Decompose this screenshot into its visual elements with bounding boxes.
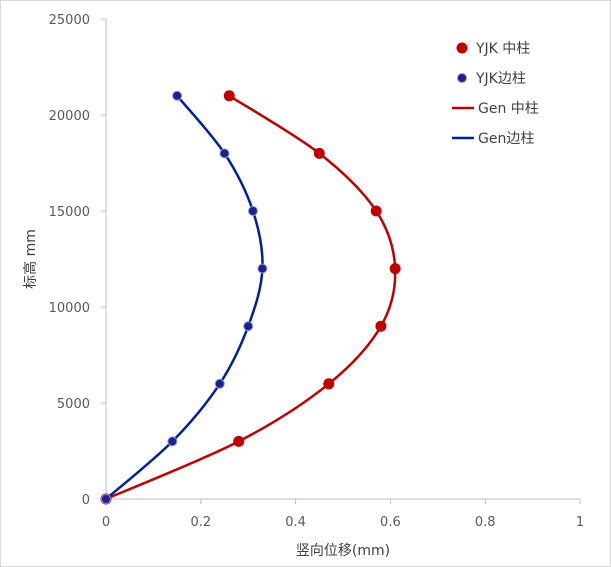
data-point [172,90,183,101]
data-point [243,321,254,332]
x-tick-label: 0.8 [475,515,496,530]
series-markers [100,90,401,505]
y-tick-label: 5000 [57,397,90,412]
data-point [257,263,268,274]
data-point [101,494,111,504]
x-axis-title: 竖向位移(mm) [296,543,390,559]
y-tick-label: 25000 [49,13,90,28]
legend-label-2: Gen 中柱 [478,101,539,117]
data-point [223,90,235,102]
data-point [233,435,245,447]
y-tick-label: 0 [82,493,90,508]
legend: YJK 中柱 YJK边柱 Gen 中柱 Gen边柱 [452,41,539,147]
data-point [219,148,230,159]
legend-marker-0 [456,42,468,54]
x-tick-label: 0 [102,515,110,530]
legend-label-1: YJK边柱 [475,71,526,87]
x-tick-label: 0.6 [380,515,401,530]
series-lines [105,94,397,501]
legend-marker-1 [457,73,467,83]
y-tick-label: 15000 [49,205,90,220]
data-point [389,263,401,275]
legend-label-3: Gen边柱 [478,131,534,147]
y-axis-title: 标高 mm [22,229,39,289]
data-point [375,320,387,332]
data-point [370,205,382,217]
axes: 0 0.2 0.4 0.6 0.8 1 0 5000 10000 15000 20000 25000 [49,13,585,530]
x-tick-label: 0.2 [190,515,211,530]
data-point [323,378,335,390]
x-tick-label: 1 [576,515,584,530]
data-point [167,436,178,447]
y-tick-label: 10000 [49,301,90,316]
data-point [247,206,258,216]
series-line-2 [105,94,397,501]
x-tick-label: 0.4 [285,515,306,530]
data-point [313,147,325,159]
legend-label-0: YJK 中柱 [475,41,530,57]
y-tick-label: 20000 [49,109,90,124]
data-point [214,378,225,389]
